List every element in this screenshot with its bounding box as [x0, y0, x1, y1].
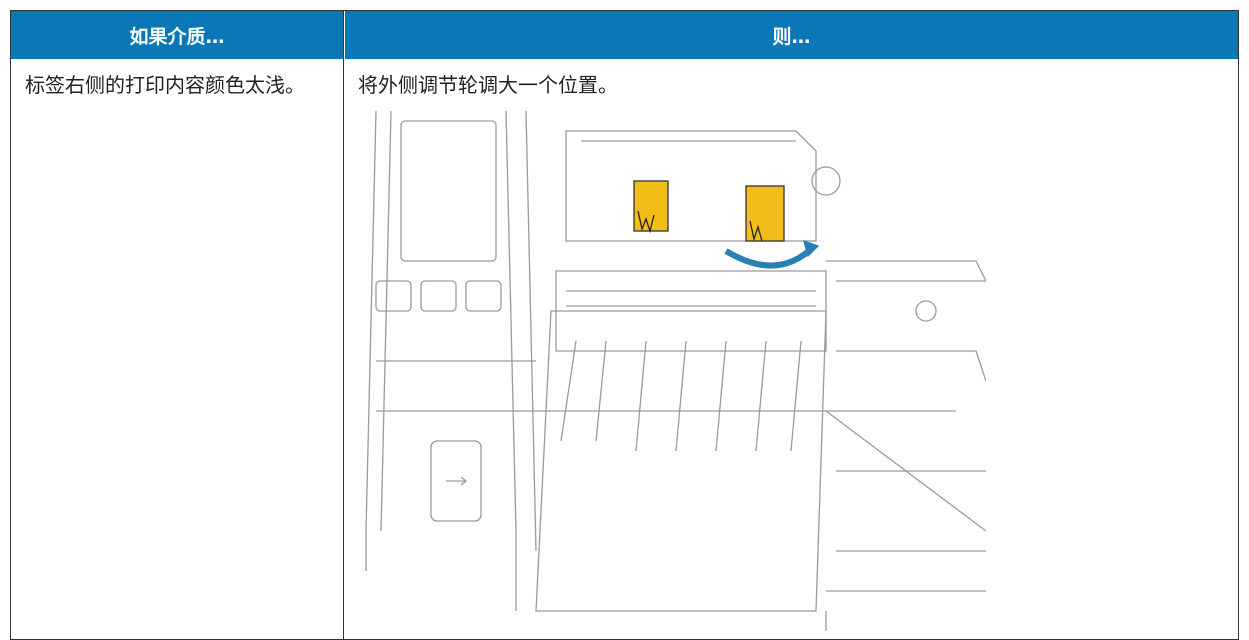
- table-cell: 标签右侧的打印内容颜色太浅。: [25, 73, 305, 97]
- page: 如果介质… 则… 标签右侧的打印内容颜色太浅。 将外侧调节轮调大一个位置。 ((…: [10, 10, 1239, 640]
- table: 如果介质… 则… 标签右侧的打印内容颜色太浅。 将外侧调节轮调大一个位置。: [10, 10, 1239, 640]
- header-cell: 如果介质…: [11, 11, 343, 59]
- header-cell: 则…: [344, 11, 1238, 59]
- printer-illustration: [365, 111, 986, 631]
- table-cell: 将外侧调节轮调大一个位置。: [358, 73, 618, 97]
- column-divider: [343, 11, 344, 639]
